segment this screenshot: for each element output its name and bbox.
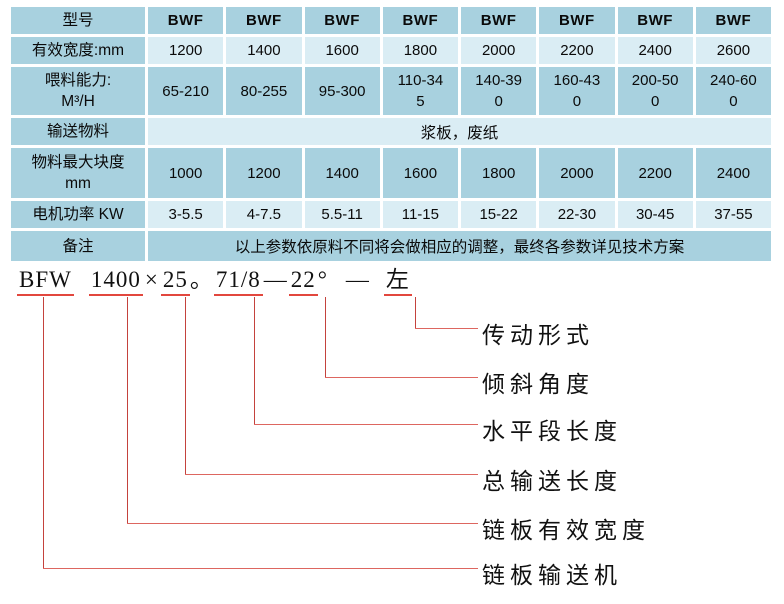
- value-cell: 4-7.5: [226, 201, 302, 228]
- spec-table-container: 型号 BWF BWF BWF BWF BWF BWF BWF BWF 有效宽度:…: [8, 4, 774, 264]
- value-cell: 65-210: [148, 67, 224, 115]
- model-drive-side: 左: [383, 267, 412, 296]
- connector-hline-conveyor: [43, 568, 478, 569]
- value-cell: 2400: [695, 148, 771, 198]
- header-cell: BWF: [539, 7, 615, 34]
- connector-vline-incline-angle: [325, 297, 326, 377]
- model-effective-width: 1400: [88, 267, 143, 296]
- value-cell: 5.5-11: [304, 201, 380, 228]
- value-cell: 95-300: [304, 67, 380, 115]
- connector-hline-effective-width: [127, 523, 478, 524]
- table-row-remarks: 备注 以上参数依原料不同将会做相应的调整，最终各参数详见技术方案: [11, 231, 771, 261]
- legend-conveyor-name: 链板输送机: [482, 563, 622, 588]
- row-label: 有效宽度:mm: [11, 37, 145, 64]
- model-total-length: 25: [160, 267, 190, 296]
- header-cell: BWF: [148, 7, 224, 34]
- value-cell: 200-500: [617, 67, 693, 115]
- header-cell: BWF: [695, 7, 771, 34]
- value-cell: 1800: [461, 148, 537, 198]
- value-cell: 1800: [382, 37, 458, 64]
- value-cell: 2200: [539, 37, 615, 64]
- connector-hline-incline-angle: [325, 377, 478, 378]
- value-cell: 2600: [695, 37, 771, 64]
- table-header-row: 型号 BWF BWF BWF BWF BWF BWF BWF BWF: [11, 7, 771, 34]
- connector-vline-conveyor: [43, 297, 44, 568]
- row-label: 电机功率 KW: [11, 201, 145, 228]
- span-value-cell: 浆板，废纸: [148, 118, 771, 145]
- separator-dash: —: [345, 267, 370, 292]
- value-cell: 3-5.5: [148, 201, 224, 228]
- period-mark: 。: [189, 267, 214, 292]
- model-series: BFW: [17, 267, 74, 296]
- value-cell: 1400: [226, 37, 302, 64]
- legend-drive-type: 传动形式: [482, 323, 594, 348]
- model-horizontal-length: 71/8: [213, 267, 263, 296]
- table-row-conveyed-material: 输送物料 浆板，废纸: [11, 118, 771, 145]
- header-cell: BWF: [461, 7, 537, 34]
- model-code-line: BFW 1400 × 25。71/8—22° — 左: [17, 267, 412, 296]
- value-cell: 15-22: [461, 201, 537, 228]
- model-incline-angle: 22: [288, 267, 318, 296]
- legend-incline-angle: 倾斜角度: [482, 372, 594, 397]
- table-row-feeding-capacity: 喂料能力: M³/H 65-210 80-255 95-300 110-345 …: [11, 67, 771, 115]
- value-cell: 1000: [148, 148, 224, 198]
- value-cell: 1600: [304, 37, 380, 64]
- legend-total-length: 总输送长度: [482, 469, 622, 494]
- header-cell: BWF: [382, 7, 458, 34]
- legend-horizontal-length: 水平段长度: [482, 419, 622, 444]
- table-row-effective-width: 有效宽度:mm 1200 1400 1600 1800 2000 2200 24…: [11, 37, 771, 64]
- connector-hline-horizontal-length: [254, 424, 478, 425]
- value-cell: 160-430: [539, 67, 615, 115]
- value-cell: 140-390: [461, 67, 537, 115]
- row-label: 备注: [11, 231, 145, 261]
- connector-hline-total-length: [185, 474, 478, 475]
- header-cell: BWF: [304, 7, 380, 34]
- row-label: 物料最大块度 mm: [11, 148, 145, 198]
- value-cell: 37-55: [695, 201, 771, 228]
- legend-effective-width: 链板有效宽度: [482, 518, 650, 543]
- value-cell: 1200: [226, 148, 302, 198]
- value-cell: 2000: [461, 37, 537, 64]
- header-cell: BWF: [617, 7, 693, 34]
- degree-sign: °: [317, 267, 328, 292]
- row-label-model: 型号: [11, 7, 145, 34]
- value-cell: 110-345: [382, 67, 458, 115]
- connector-hline-drive-type: [415, 328, 478, 329]
- value-cell: 240-600: [695, 67, 771, 115]
- value-cell: 80-255: [226, 67, 302, 115]
- connector-vline-effective-width: [127, 297, 128, 523]
- connector-vline-horizontal-length: [254, 297, 255, 424]
- value-cell: 1600: [382, 148, 458, 198]
- span-value-cell: 以上参数依原料不同将会做相应的调整，最终各参数详见技术方案: [148, 231, 771, 261]
- value-cell: 11-15: [382, 201, 458, 228]
- multiply-sign: ×: [144, 267, 159, 292]
- row-label: 输送物料: [11, 118, 145, 145]
- value-cell: 2200: [617, 148, 693, 198]
- table-row-max-lump-size: 物料最大块度 mm 1000 1200 1400 1600 1800 2000 …: [11, 148, 771, 198]
- value-cell: 2000: [539, 148, 615, 198]
- value-cell: 30-45: [617, 201, 693, 228]
- value-cell: 1200: [148, 37, 224, 64]
- connector-vline-total-length: [185, 297, 186, 474]
- spec-table: 型号 BWF BWF BWF BWF BWF BWF BWF BWF 有效宽度:…: [8, 4, 774, 264]
- value-cell: 22-30: [539, 201, 615, 228]
- connector-vline-drive-type: [415, 297, 416, 328]
- dash: —: [263, 267, 288, 292]
- row-label: 喂料能力: M³/H: [11, 67, 145, 115]
- header-cell: BWF: [226, 7, 302, 34]
- value-cell: 2400: [617, 37, 693, 64]
- table-row-motor-power: 电机功率 KW 3-5.5 4-7.5 5.5-11 11-15 15-22 2…: [11, 201, 771, 228]
- value-cell: 1400: [304, 148, 380, 198]
